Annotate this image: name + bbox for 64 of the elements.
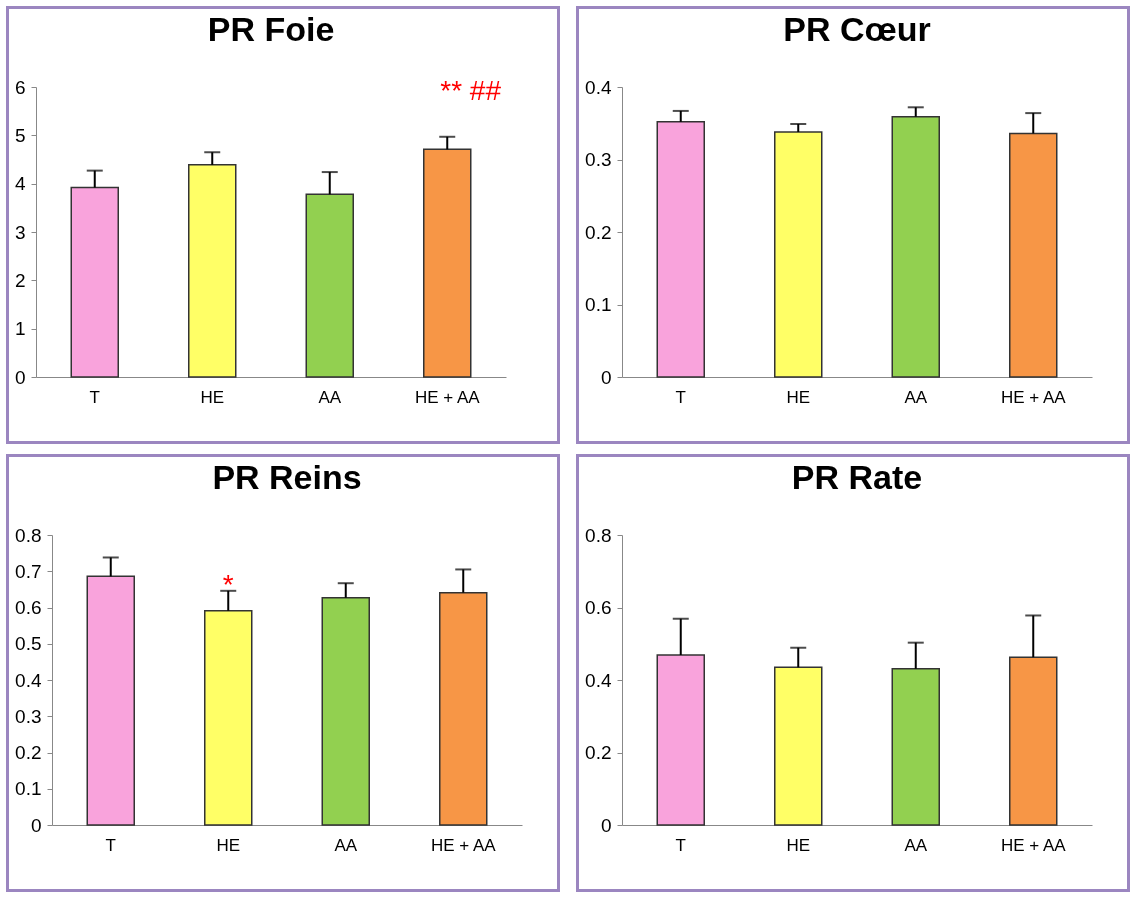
x-tick-label: AA bbox=[334, 835, 358, 855]
y-tick-label: 0 bbox=[30, 814, 42, 836]
y-tick-label: 0 bbox=[14, 366, 26, 388]
annotation: ** ## bbox=[440, 75, 502, 106]
chart-title: PR Foie bbox=[207, 10, 335, 48]
bar bbox=[656, 121, 705, 378]
bar bbox=[1009, 656, 1058, 826]
y-tick-label: 0 bbox=[600, 814, 612, 836]
bar bbox=[1009, 132, 1058, 378]
bar bbox=[188, 164, 237, 378]
x-tick-label: HE + AA bbox=[414, 387, 481, 407]
x-tick-label: AA bbox=[904, 835, 928, 855]
y-tick-label: 0.8 bbox=[585, 524, 612, 546]
bar bbox=[891, 668, 940, 826]
chart-title: PR Cœur bbox=[783, 10, 931, 48]
x-tick-label: T bbox=[105, 835, 116, 855]
bar bbox=[439, 591, 488, 826]
y-tick-label: 2 bbox=[14, 269, 26, 291]
y-tick-label: 0.1 bbox=[15, 778, 42, 800]
x-tick-label: AA bbox=[318, 387, 342, 407]
bar bbox=[204, 610, 253, 826]
y-tick-label: 0.3 bbox=[15, 705, 42, 727]
y-tick-label: 0.5 bbox=[15, 633, 42, 655]
y-tick-label: 0.1 bbox=[585, 294, 612, 315]
y-tick-label: 1 bbox=[14, 318, 26, 340]
x-tick-label: HE + AA bbox=[1000, 387, 1067, 407]
y-tick-label: 0.6 bbox=[585, 597, 612, 618]
y-tick-label: 0.4 bbox=[585, 669, 612, 691]
bar bbox=[321, 596, 370, 826]
bar bbox=[423, 148, 472, 378]
chart-title: PR Reins bbox=[212, 458, 362, 496]
x-tick-label: HE bbox=[216, 835, 241, 855]
bar bbox=[774, 666, 823, 826]
x-tick-label: HE bbox=[786, 835, 811, 855]
y-tick-label: 0.4 bbox=[15, 669, 42, 691]
chart-title: PR Rate bbox=[791, 458, 923, 496]
bar bbox=[86, 575, 135, 826]
x-tick-label: HE bbox=[200, 387, 225, 407]
y-tick-label: 0.4 bbox=[585, 76, 612, 98]
x-tick-label: T bbox=[675, 835, 686, 855]
y-tick-label: 0.8 bbox=[15, 524, 42, 546]
bar bbox=[656, 654, 705, 826]
x-tick-label: T bbox=[675, 387, 686, 407]
y-tick-label: 4 bbox=[14, 173, 26, 195]
x-tick-label: HE bbox=[786, 387, 811, 407]
y-tick-label: 0.6 bbox=[15, 597, 42, 618]
bar bbox=[774, 131, 823, 378]
y-tick-label: 0.2 bbox=[585, 742, 612, 763]
bar bbox=[891, 115, 940, 378]
x-tick-label: HE + AA bbox=[430, 835, 497, 855]
x-tick-label: HE + AA bbox=[1000, 835, 1067, 855]
x-tick-label: AA bbox=[904, 387, 928, 407]
y-tick-label: 3 bbox=[14, 221, 26, 243]
annotation: * bbox=[222, 568, 234, 600]
bar bbox=[305, 193, 354, 378]
y-tick-label: 0.2 bbox=[15, 742, 42, 763]
y-tick-label: 0 bbox=[600, 366, 612, 388]
y-tick-label: 0.2 bbox=[585, 221, 612, 243]
y-tick-label: 6 bbox=[14, 76, 26, 98]
y-tick-label: 5 bbox=[14, 124, 26, 146]
y-tick-label: 0.7 bbox=[15, 560, 42, 582]
y-tick-label: 0.3 bbox=[585, 149, 612, 170]
x-tick-label: T bbox=[89, 387, 100, 407]
bar bbox=[70, 186, 119, 378]
